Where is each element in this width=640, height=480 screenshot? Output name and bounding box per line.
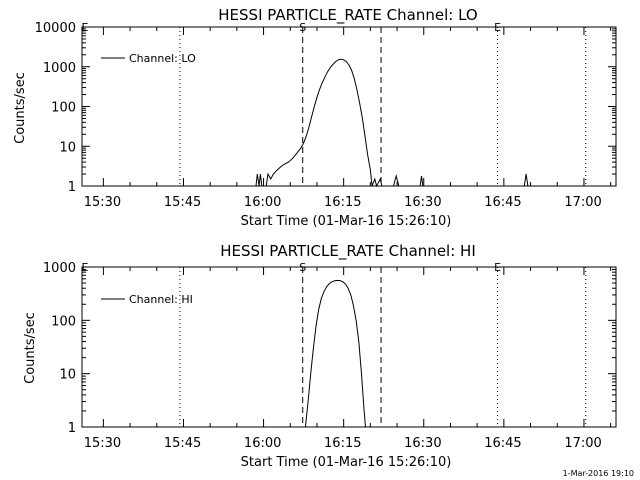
x-tick-label: 16:15 bbox=[324, 436, 361, 451]
marker-label: E bbox=[494, 21, 501, 34]
y-tick-label: 1000 bbox=[43, 61, 76, 76]
y-tick-label: 10 bbox=[59, 368, 76, 383]
plot-frame bbox=[81, 266, 617, 428]
y-tick-label: 100 bbox=[51, 314, 76, 329]
x-tick-label: 15:30 bbox=[84, 195, 121, 210]
x-tick-label: 17:00 bbox=[564, 195, 601, 210]
x-tick-label: 16:30 bbox=[404, 195, 441, 210]
chart-title: HESSI PARTICLE_RATE Channel: HI bbox=[220, 242, 476, 261]
x-tick-label: 15:45 bbox=[164, 436, 201, 451]
series-line bbox=[304, 279, 366, 428]
y-axis-label: Counts/sec bbox=[23, 312, 38, 384]
y-tick-label: 1 bbox=[68, 180, 76, 195]
chart-title: HESSI PARTICLE_RATE Channel: LO bbox=[218, 6, 477, 25]
x-tick-label: 16:30 bbox=[404, 436, 441, 451]
y-tick-label: 100 bbox=[51, 101, 76, 116]
x-tick-label: 15:45 bbox=[164, 195, 201, 210]
x-tick-label: 16:15 bbox=[324, 195, 361, 210]
legend-label: Channel: LO bbox=[129, 52, 196, 65]
y-tick-label: 10 bbox=[59, 140, 76, 155]
x-tick-label: 16:00 bbox=[244, 195, 281, 210]
marker-label: E bbox=[82, 261, 89, 274]
y-tick-label: 1000 bbox=[43, 261, 76, 276]
legend-label: Channel: HI bbox=[129, 293, 193, 306]
x-tick-label: 16:45 bbox=[484, 195, 521, 210]
marker-label: E bbox=[494, 261, 501, 274]
chart-panel-lo: HESSI PARTICLE_RATE Channel: LO Start Ti… bbox=[13, 6, 617, 229]
generation-timestamp: 1-Mar-2016 19:10 bbox=[563, 469, 634, 478]
marker-label: S bbox=[299, 261, 306, 274]
x-axis-label: Start Time (01-Mar-16 15:26:10) bbox=[241, 455, 452, 470]
marker-label: S bbox=[299, 21, 306, 34]
x-tick-label: 16:00 bbox=[244, 436, 281, 451]
x-tick-label: 16:45 bbox=[484, 436, 521, 451]
chart-panel-hi: HESSI PARTICLE_RATE Channel: HI Start Ti… bbox=[23, 242, 617, 470]
x-axis-label: Start Time (01-Mar-16 15:26:10) bbox=[241, 214, 452, 229]
y-tick-label: 1 bbox=[68, 421, 76, 436]
x-tick-label: 17:00 bbox=[564, 436, 601, 451]
x-tick-label: 15:30 bbox=[84, 436, 121, 451]
plot-frame bbox=[81, 26, 617, 187]
y-axis-label: Counts/sec bbox=[13, 72, 28, 144]
y-tick-label: 10000 bbox=[35, 21, 76, 36]
series-line bbox=[255, 58, 529, 188]
marker-label: E bbox=[82, 21, 89, 34]
